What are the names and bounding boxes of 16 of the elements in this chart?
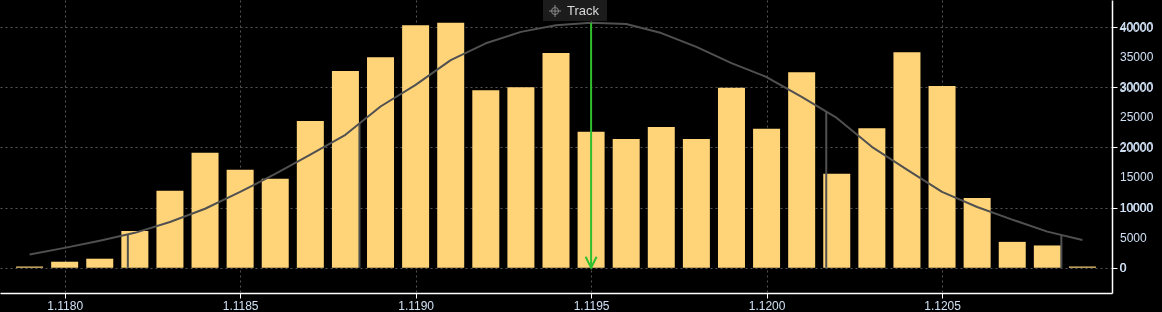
y-tick-label: 10000 — [1120, 200, 1154, 215]
y-tick-label: 20000 — [1120, 140, 1154, 155]
x-tick-label: 1.1180 — [47, 298, 84, 312]
y-tick-label: 0 — [1120, 260, 1127, 275]
annotation: Track — [567, 3, 600, 18]
x-tick-label: 1.1195 — [573, 298, 610, 312]
x-tick-label: 1.1190 — [398, 298, 435, 312]
y-tick-label: 40000 — [1120, 20, 1154, 35]
y-tick-label: 35000 — [1120, 50, 1154, 65]
y-tick-label: 5000 — [1120, 230, 1148, 245]
x-tick-label: 1.1200 — [748, 298, 786, 312]
y-tick-label: 25000 — [1120, 110, 1154, 125]
y-tick-label: 15000 — [1120, 170, 1154, 185]
x-tick-label: 1.1185 — [222, 298, 259, 312]
x-tick-label: 1.1205 — [924, 298, 962, 312]
y-tick-label: 30000 — [1120, 80, 1154, 95]
